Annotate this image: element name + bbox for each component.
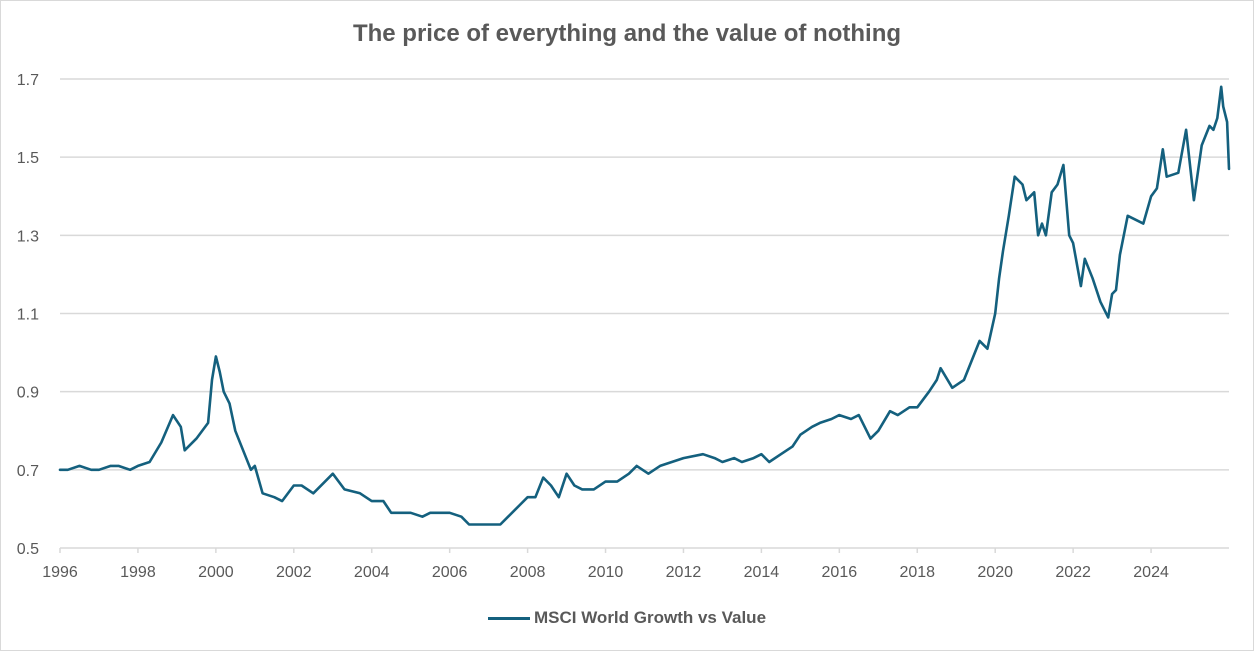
x-axis [59,547,1229,553]
y-tick-label: 1.3 [17,228,39,245]
x-tick-label: 2012 [666,564,702,581]
series-line-msci-world-growth-vs-value [58,85,1231,526]
series-lines [58,85,1231,526]
x-tick-label: 2008 [510,564,546,581]
y-tick-label: 1.5 [17,150,39,167]
y-tick-label: 1.1 [17,307,39,324]
x-tick-label: 1996 [42,564,78,581]
x-tick-label: 2010 [588,564,624,581]
x-tick-label: 1998 [120,564,156,581]
legend-label: MSCI World Growth vs Value [533,608,767,627]
x-tick-label: 2006 [432,564,468,581]
x-tick-label: 2022 [1055,564,1091,581]
chart-title: The price of everything and the value of… [352,20,902,47]
gridlines [60,78,1229,471]
x-tick-label: 2018 [899,564,935,581]
y-tick-label: 0.7 [17,463,39,480]
y-tick-label: 0.5 [17,541,39,558]
x-tick-label: 2020 [977,564,1013,581]
x-tick-label: 2016 [822,564,858,581]
y-axis-tick-labels: 0.5 0.7 0.9 1.1 1.3 1.5 1.7 [17,72,39,558]
x-tick-label: 2024 [1133,564,1169,581]
x-tick-label: 2000 [198,564,234,581]
x-axis-tick-labels: 1996 1998 2000 2002 2004 2006 2008 2010 2012 2014… [42,564,1169,581]
x-tick-label: 2002 [276,564,312,581]
x-tick-label: 2014 [744,564,780,581]
y-tick-label: 0.9 [17,385,39,402]
legend: MSCI World Growth vs Value [0,606,1254,630]
y-tick-label: 1.7 [17,72,39,89]
legend-swatch [487,616,530,620]
x-tick-label: 2004 [354,564,390,581]
